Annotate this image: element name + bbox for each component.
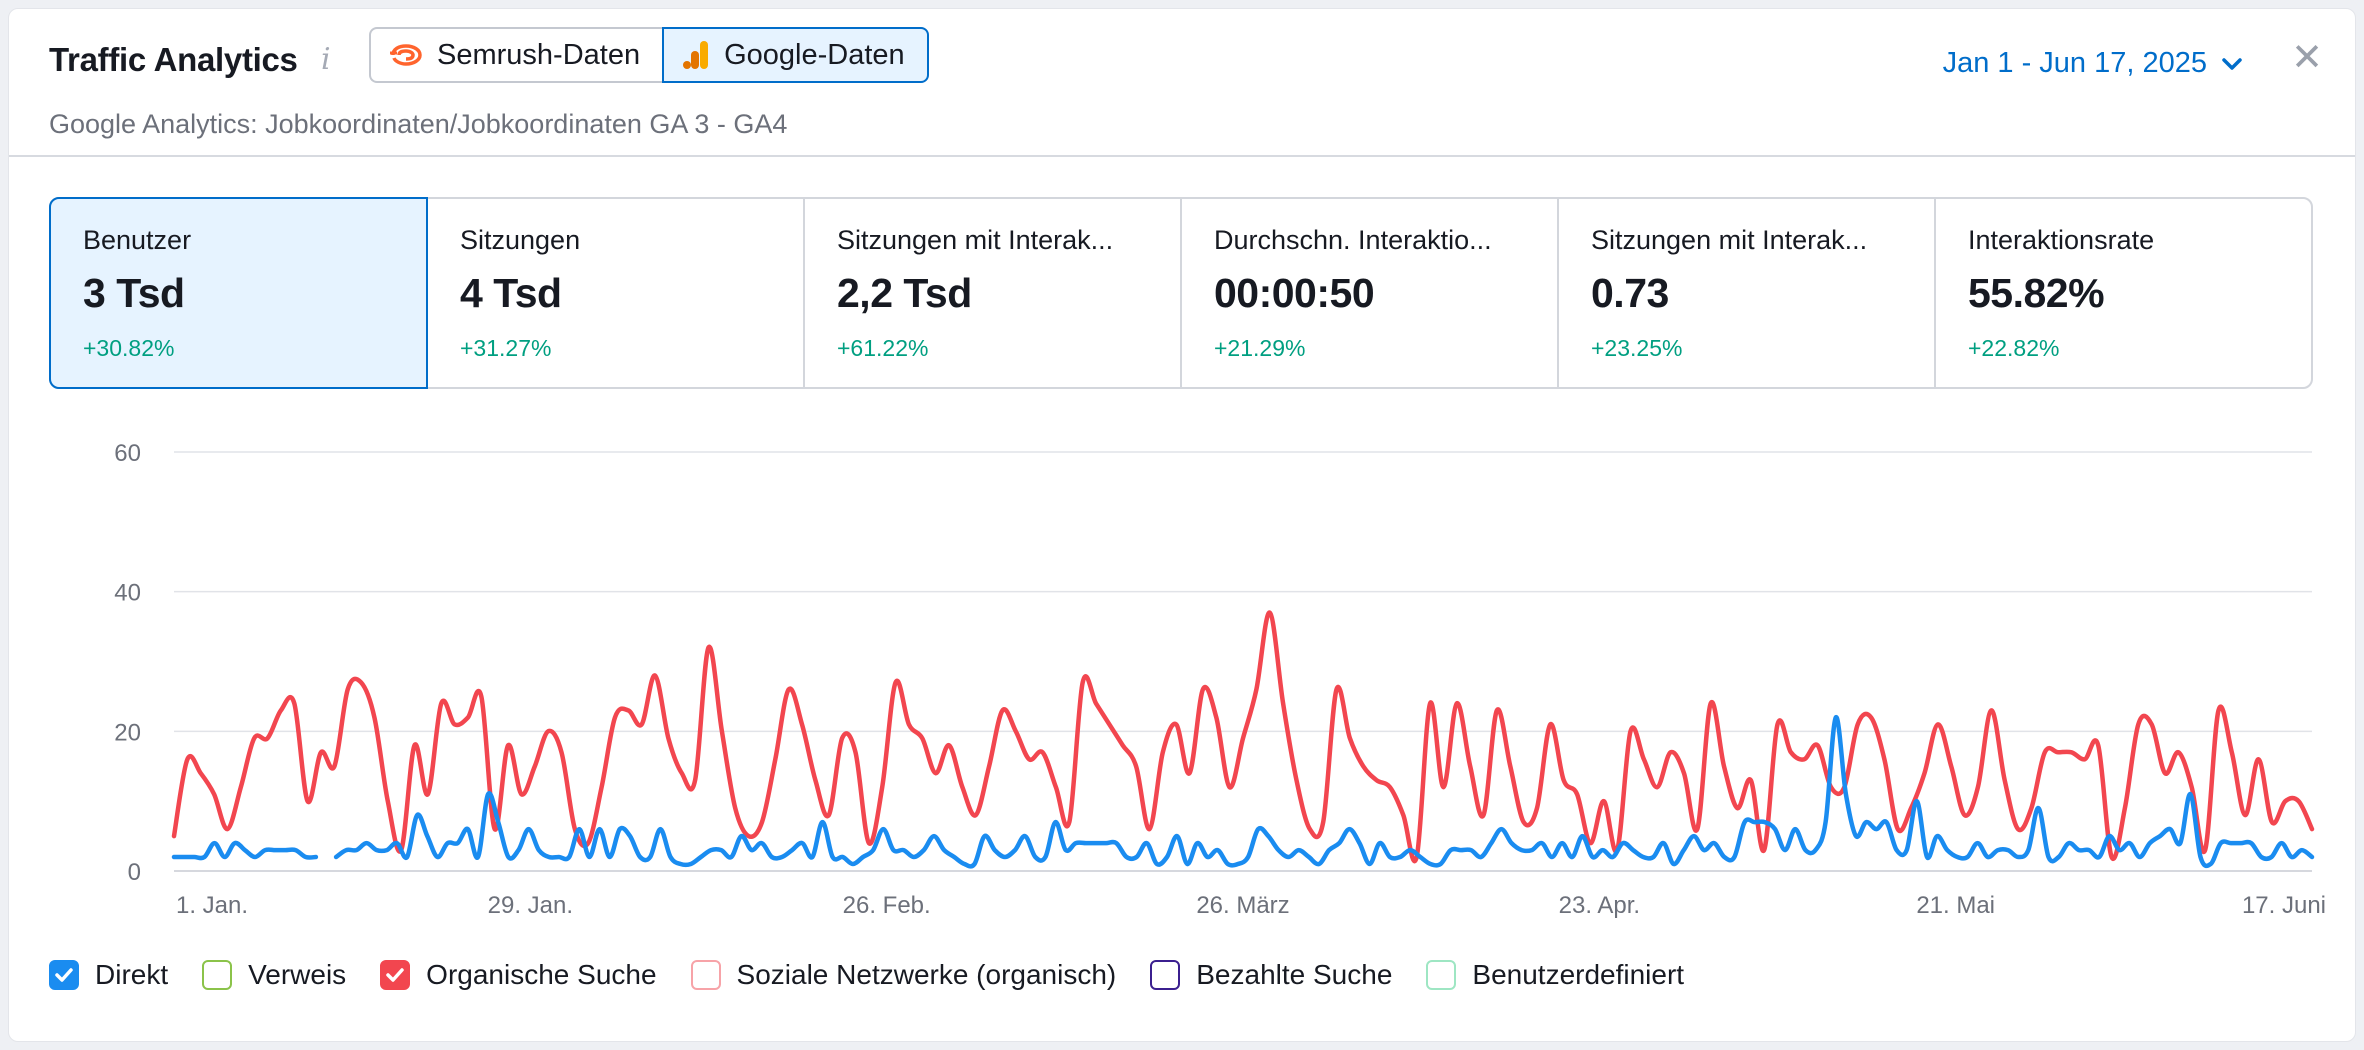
google-data-label: Google-Daten — [724, 38, 905, 71]
y-tick-label: 20 — [114, 719, 141, 746]
metric-card-1[interactable]: Sitzungen 4 Tsd +31.27% — [428, 199, 805, 387]
metric-label: Sitzungen mit Interak... — [1591, 225, 1868, 255]
metrics-row: Benutzer 3 Tsd +30.82% Sitzungen 4 Tsd +31.27… — [49, 197, 2313, 389]
y-tick-label: 60 — [114, 440, 141, 467]
metric-value: 4 Tsd — [460, 270, 562, 316]
legend-label: Bezahlte Suche — [1196, 959, 1393, 990]
semrush-logo-icon — [390, 44, 422, 66]
checkbox-unchecked-icon[interactable] — [690, 960, 721, 990]
traffic-analytics-widget: Traffic Analytics i Semrush-Daten Google… — [8, 8, 2356, 1042]
metric-change: +22.82% — [1968, 335, 2060, 361]
legend-item-1[interactable]: Verweis — [202, 959, 346, 991]
close-icon[interactable]: ✕ — [2291, 37, 2323, 79]
legend-label: Direkt — [95, 959, 169, 990]
legend-label: Organische Suche — [426, 959, 657, 990]
legend-item-3[interactable]: Soziale Netzwerke (organisch) — [690, 959, 1117, 991]
metric-card-0[interactable]: Benutzer 3 Tsd +30.82% — [49, 197, 428, 389]
checkbox-unchecked-icon[interactable] — [202, 960, 233, 990]
y-tick-label: 40 — [114, 580, 141, 607]
metric-value: 2,2 Tsd — [837, 270, 972, 316]
series-line-organische-suche — [171, 610, 2315, 864]
google-analytics-icon — [683, 41, 709, 69]
series-line-direkt — [171, 840, 319, 861]
legend-label: Benutzerdefiniert — [1472, 959, 1685, 990]
legend-label: Soziale Netzwerke (organisch) — [736, 959, 1117, 990]
metric-change: +61.22% — [837, 335, 929, 361]
metric-label: Durchschn. Interaktio... — [1214, 225, 1492, 255]
chart-legend: Direkt Verweis Organische Suche Soziale Net… — [49, 959, 1718, 991]
metric-label: Benutzer — [83, 225, 192, 255]
metric-change: +30.82% — [83, 335, 175, 361]
metric-label: Sitzungen — [460, 225, 581, 255]
checkbox-checked-icon[interactable] — [380, 960, 411, 990]
x-tick-label: 26. März — [1196, 892, 1289, 919]
date-range-label: Jan 1 - Jun 17, 2025 — [1942, 47, 2207, 79]
metric-card-5[interactable]: Interaktionsrate 55.82% +22.82% — [1936, 199, 2311, 387]
data-source-toggle: Semrush-Daten Google-Daten — [369, 27, 929, 83]
x-tick-label: 17. Juni — [2242, 892, 2326, 919]
widget-title: Traffic Analytics — [49, 41, 298, 78]
checkbox-unchecked-icon[interactable] — [1426, 960, 1457, 990]
metric-change: +31.27% — [460, 335, 552, 361]
metric-change: +23.25% — [1591, 335, 1683, 361]
x-tick-label: 26. Feb. — [843, 892, 931, 919]
metric-label: Interaktionsrate — [1968, 225, 2155, 255]
widget-header: Traffic Analytics i Semrush-Daten Google… — [9, 9, 2355, 157]
checkbox-checked-icon[interactable] — [49, 960, 79, 990]
metric-value: 55.82% — [1968, 270, 2105, 316]
metric-value: 0.73 — [1591, 270, 1669, 316]
legend-item-2[interactable]: Organische Suche — [380, 959, 657, 991]
chevron-down-icon — [2222, 57, 2242, 70]
metric-card-2[interactable]: Sitzungen mit Interak... 2,2 Tsd +61.22% — [805, 199, 1182, 387]
metric-value: 3 Tsd — [83, 270, 185, 316]
google-data-button[interactable]: Google-Daten — [662, 27, 929, 83]
x-tick-label: 1. Jan. — [176, 892, 248, 919]
legend-item-5[interactable]: Benutzerdefiniert — [1426, 959, 1684, 991]
traffic-line-chart: 0 20 40 60 1. Jan. 29. Jan. 26. Feb. 26. März 23… — [114, 440, 2326, 919]
semrush-data-button[interactable]: Semrush-Daten — [369, 27, 663, 83]
analytics-account-subtitle: Google Analytics: Jobkoordinaten/Jobkoor… — [49, 109, 788, 139]
metric-change: +21.29% — [1214, 335, 1306, 361]
info-icon[interactable]: i — [321, 42, 331, 77]
legend-label: Verweis — [248, 959, 347, 990]
series-line-direkt — [333, 715, 2315, 869]
metric-label: Sitzungen mit Interak... — [837, 225, 1114, 255]
metric-card-4[interactable]: Sitzungen mit Interak... 0.73 +23.25% — [1559, 199, 1936, 387]
checkbox-unchecked-icon[interactable] — [1150, 960, 1181, 990]
x-tick-label: 21. Mai — [1916, 892, 1995, 919]
date-range-selector[interactable]: Jan 1 - Jun 17, 2025 — [1943, 47, 2243, 80]
legend-item-0[interactable]: Direkt — [49, 959, 168, 991]
metric-value: 00:00:50 — [1214, 270, 1375, 316]
x-tick-label: 23. Apr. — [1559, 892, 1640, 919]
semrush-data-label: Semrush-Daten — [437, 38, 641, 71]
y-tick-label: 0 — [128, 859, 141, 886]
legend-item-4[interactable]: Bezahlte Suche — [1150, 959, 1392, 991]
x-tick-label: 29. Jan. — [488, 892, 573, 919]
metric-card-3[interactable]: Durchschn. Interaktio... 00:00:50 +21.29% — [1182, 199, 1559, 387]
